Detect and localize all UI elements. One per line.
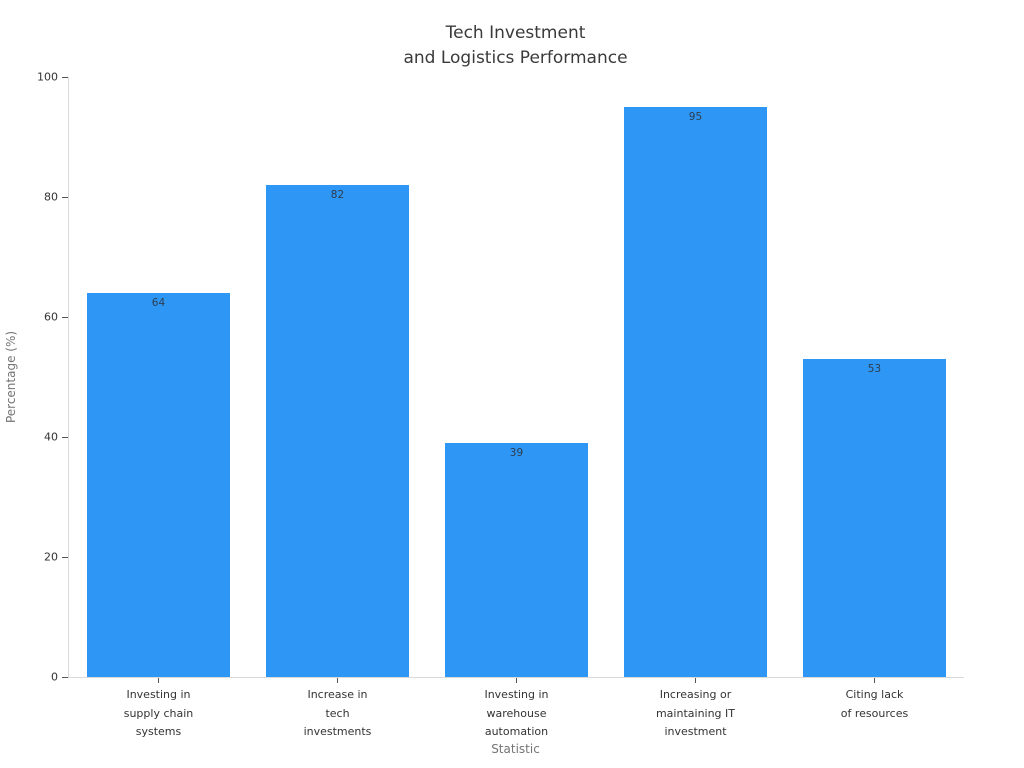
bar-1: 64 bbox=[86, 293, 231, 677]
bar-2: 82 bbox=[265, 185, 410, 677]
y-tick-mark bbox=[62, 316, 68, 318]
y-axis-title-text: Percentage (%) bbox=[4, 330, 18, 424]
bar-value-label: 82 bbox=[330, 189, 345, 201]
x-tick-mark bbox=[158, 678, 159, 683]
bar-value-label: 53 bbox=[867, 363, 882, 375]
bar-4: 95 bbox=[623, 107, 768, 677]
y-axis-title: Percentage (%) bbox=[2, 77, 20, 677]
y-tick-label: 40 bbox=[44, 430, 58, 444]
y-tick-label: 20 bbox=[44, 550, 58, 564]
y-tick-mark bbox=[62, 676, 68, 678]
y-tick-label: 100 bbox=[37, 70, 58, 84]
y-tick-mark bbox=[62, 556, 68, 558]
plot-area: 0 20 40 60 80 100 64 Investing in supply chain … bbox=[37, 71, 964, 738]
y-tick-label: 80 bbox=[44, 190, 58, 204]
x-category-label: Investing in supply chain systems bbox=[123, 688, 194, 738]
x-tick-mark bbox=[695, 678, 696, 683]
x-axis-title: Statistic bbox=[491, 742, 540, 756]
chart-title: Tech Investment and Logistics Performanc… bbox=[403, 23, 628, 68]
x-category-label: Increase in tech investments bbox=[303, 688, 372, 738]
y-tick-label: 60 bbox=[44, 310, 58, 324]
y-tick-mark bbox=[62, 76, 68, 78]
bar-value-label: 39 bbox=[509, 447, 524, 459]
x-tick-mark bbox=[337, 678, 338, 683]
x-category-label: Citing lack of resources bbox=[840, 688, 909, 720]
y-tick-label: 0 bbox=[51, 670, 58, 684]
x-category-label: Investing in warehouse automation bbox=[484, 688, 549, 738]
y-tick-mark bbox=[62, 196, 68, 198]
x-tick-mark bbox=[874, 678, 875, 683]
bar-5: 53 bbox=[802, 359, 947, 677]
bar-value-label: 64 bbox=[151, 297, 166, 309]
x-tick-mark bbox=[516, 678, 517, 683]
bar-value-label: 95 bbox=[688, 111, 703, 123]
x-category-label: Increasing or maintaining IT investment bbox=[655, 688, 736, 738]
y-tick-mark bbox=[62, 436, 68, 438]
bar-3: 39 bbox=[444, 443, 589, 677]
